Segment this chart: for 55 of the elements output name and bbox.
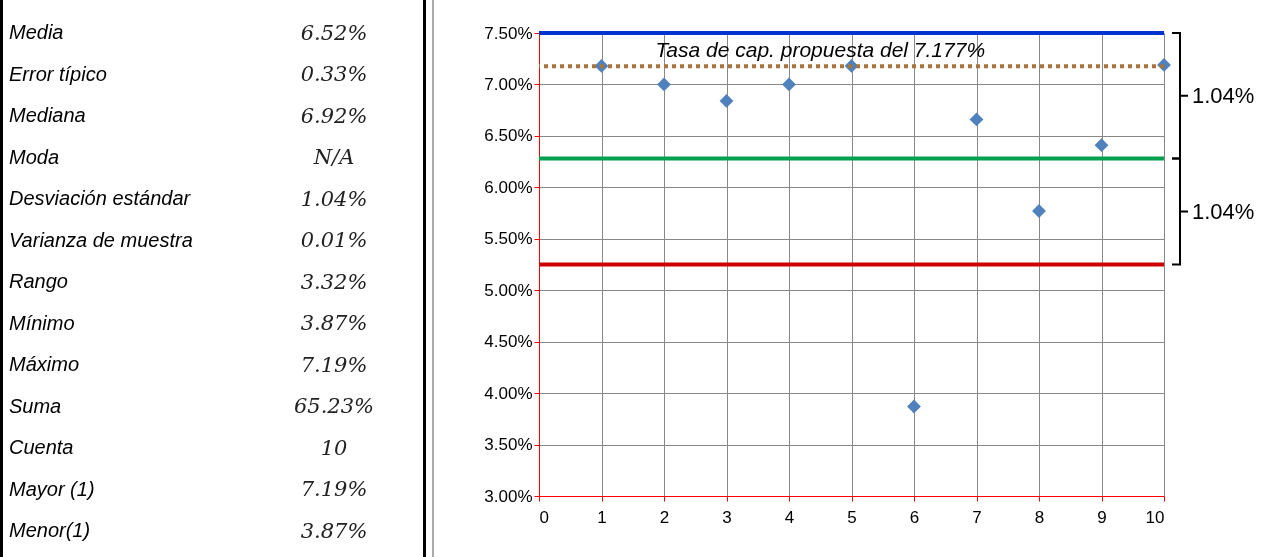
text: Mínimo: [8, 311, 76, 335]
text: 65.23%: [292, 394, 376, 419]
text: Varianza de muestra: [8, 228, 194, 252]
text: Suma: [8, 394, 63, 418]
point: [657, 77, 671, 92]
point: [907, 399, 921, 414]
x-tick-label: 6: [909, 507, 920, 527]
text: Menor(1): [8, 519, 92, 543]
x-tick-label: 0: [539, 507, 549, 527]
text: 1.04%: [1192, 82, 1255, 109]
x-tick-label: 8: [1034, 507, 1045, 527]
y-tick-label: 7.50%: [484, 23, 533, 43]
text: 6.92%: [299, 103, 369, 128]
y-tick-label: 3.50%: [484, 435, 533, 455]
y-tick-label: 5.50%: [484, 229, 533, 249]
text: 1.04%: [1192, 198, 1255, 225]
text: 3.87%: [299, 518, 369, 543]
point: [782, 77, 796, 92]
text: 10: [319, 435, 349, 460]
y-tick-label: 4.50%: [484, 332, 533, 352]
text: 0.01%: [299, 228, 369, 253]
text: Máximo: [8, 353, 80, 377]
y-tick-label: 6.00%: [484, 177, 533, 197]
x-tick-label: 2: [659, 507, 670, 527]
x-tick-label: 3: [722, 507, 732, 527]
x-tick-label: 4: [784, 507, 795, 527]
text: 7.19%: [299, 477, 369, 502]
text: Moda: [8, 145, 61, 169]
text: 6.52%: [299, 20, 369, 45]
text: Cuenta: [8, 436, 75, 460]
x-tick-label: 5: [847, 507, 857, 527]
text: 3.32%: [299, 269, 369, 294]
text: Media: [8, 21, 65, 45]
point: [719, 94, 734, 108]
text: 0.33%: [299, 62, 369, 87]
text: 7.19%: [299, 352, 369, 377]
text: N/A: [312, 145, 356, 170]
y-tick-label: 6.50%: [484, 126, 533, 146]
text: Mediana: [8, 104, 87, 128]
point: [1094, 138, 1109, 153]
text: 1.04%: [299, 186, 369, 211]
text: 3.87%: [299, 311, 369, 336]
y-tick-label: 7.00%: [484, 74, 533, 94]
x-tick-label: 9: [1097, 507, 1107, 527]
text: Rango: [8, 270, 69, 294]
text: Mayor (1): [8, 477, 96, 501]
text: Desviación estándar: [8, 187, 192, 211]
text: Error típico: [8, 62, 108, 86]
x-tick-label: 10: [1145, 507, 1165, 527]
y-tick-label: 5.00%: [484, 280, 533, 300]
y-tick-label: 3.00%: [484, 486, 533, 506]
y-tick-label: 4.00%: [484, 383, 533, 403]
x-tick-label: 7: [972, 507, 982, 527]
ref-line-label: Tasa de cap. propuesta del 7.177%: [655, 38, 986, 62]
x-tick-label: 1: [597, 507, 607, 527]
